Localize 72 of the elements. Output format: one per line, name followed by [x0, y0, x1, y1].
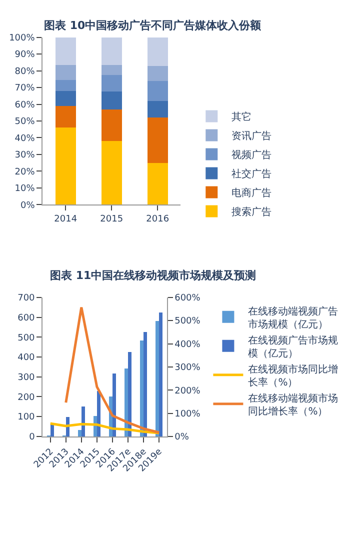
y2-tick-label: 100%	[174, 409, 201, 420]
bar	[147, 162, 168, 205]
bar	[112, 373, 116, 436]
y-tick-label: 300	[18, 373, 36, 384]
y-tick-label: 600	[18, 313, 36, 324]
line-series	[64, 306, 160, 434]
y-tick-label: 700	[18, 294, 36, 304]
y-tick-label: 40%	[14, 134, 36, 144]
bar	[96, 390, 100, 436]
bar	[55, 106, 76, 128]
legend-label: 社交广告	[232, 168, 272, 180]
y-tick-label: 20%	[14, 167, 36, 178]
y-tick-label: 0%	[20, 200, 36, 211]
y2-tick-label: 600%	[174, 294, 201, 304]
legend-label: 在线视频广告市场规模（亿元）	[248, 334, 338, 360]
bar	[128, 352, 132, 436]
y-tick-label: 80%	[14, 66, 36, 77]
y-tick-label: 0	[29, 432, 36, 443]
bar	[147, 100, 168, 118]
y-tick-label: 500	[18, 333, 36, 344]
bar	[101, 37, 122, 65]
bar	[101, 109, 122, 142]
bar	[55, 90, 76, 106]
legend-label: 在线移动端视频市场同比增长率（%）	[248, 392, 338, 418]
y-tick-label: 30%	[14, 150, 36, 161]
bar	[147, 80, 168, 101]
y-tick-label: 400	[18, 353, 36, 364]
y-tick-label: 200	[18, 392, 36, 403]
bar	[124, 368, 128, 436]
x-tick-label: 2014	[54, 214, 78, 224]
bar	[81, 406, 85, 436]
bar	[101, 74, 122, 92]
bar	[159, 312, 163, 436]
y2-tick-label: 500%	[174, 316, 201, 327]
y-tick-label: 100%	[9, 33, 36, 44]
bar	[147, 66, 168, 81]
bar	[156, 321, 160, 436]
y-tick-label: 10%	[14, 184, 36, 194]
chart-title: 图表 11中国在线移动视频市场规模及预测	[50, 269, 256, 282]
y2-tick-label: 200%	[174, 386, 201, 396]
legend-label: 资讯广告	[232, 130, 272, 142]
legend-label: 搜索广告	[232, 206, 272, 218]
legend-label: 其它	[232, 111, 252, 124]
bar	[55, 128, 76, 205]
legend-label: 在线视频市场同比增长率（%）	[248, 363, 338, 388]
bar	[101, 92, 122, 110]
line-series	[49, 422, 160, 434]
bar	[78, 430, 82, 436]
chart-title: 图表 10中国移动广告不同广告媒体收入份额	[44, 19, 262, 32]
y-tick-label: 100	[18, 412, 36, 423]
bar	[144, 332, 148, 436]
bar	[101, 64, 122, 75]
legend-label: 电商广告	[232, 187, 272, 200]
y2-tick-label: 0%	[174, 432, 190, 443]
bar	[147, 37, 168, 66]
y-tick-label: 60%	[14, 100, 36, 110]
y2-tick-label: 400%	[174, 340, 201, 350]
bar	[55, 80, 76, 91]
bar	[101, 141, 122, 205]
y-tick-label: 70%	[14, 84, 36, 94]
x-tick-label: 2015	[100, 214, 124, 224]
bar	[147, 118, 168, 163]
x-tick-label: 2016	[146, 214, 170, 224]
legend-label: 视频广告	[232, 149, 272, 162]
bar	[55, 37, 76, 65]
y2-tick-label: 300%	[174, 363, 201, 374]
legend-label: 在线移动端视频广告市场规模（亿元）	[248, 305, 338, 330]
bar	[55, 64, 76, 80]
y-tick-label: 50%	[14, 117, 36, 128]
bar	[50, 424, 54, 436]
y-tick-label: 90%	[14, 50, 36, 60]
bar	[140, 340, 144, 436]
